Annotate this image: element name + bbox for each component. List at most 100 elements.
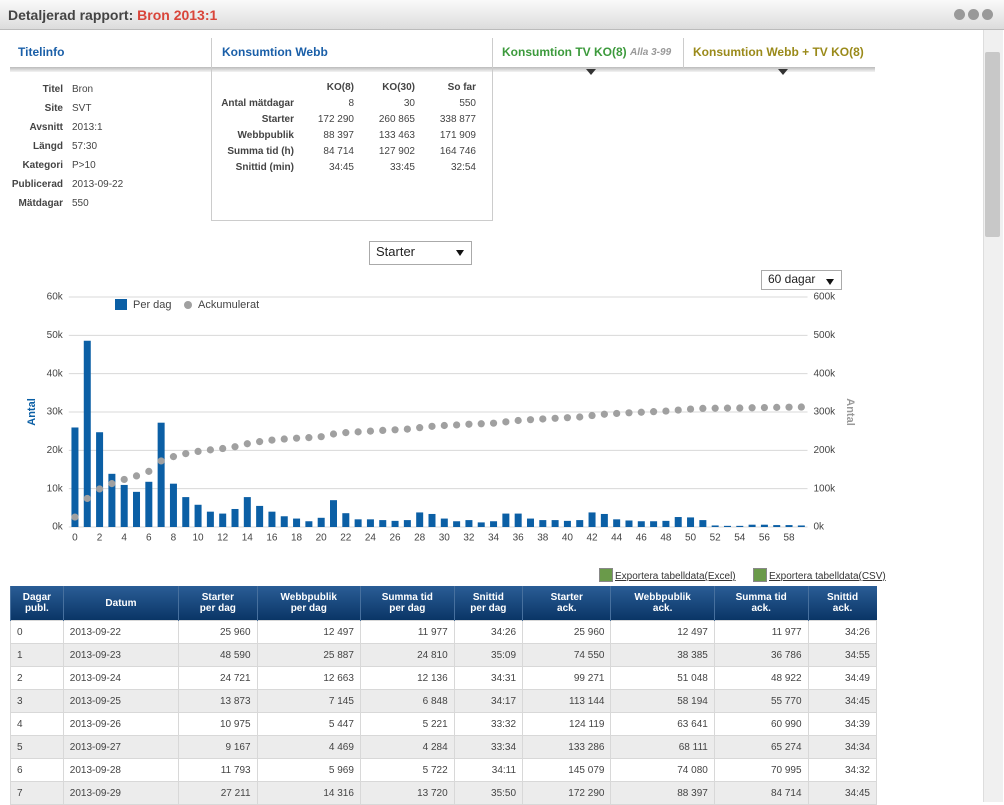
export-excel[interactable]: Exportera tabelldata(Excel) [599,568,736,582]
bar [379,520,387,527]
cell: 2013-09-26 [62,712,180,736]
y-tick-label: 30k [47,407,64,418]
cumulative-point [329,430,338,438]
cell: 58 194 [610,689,715,713]
cell: 260 865 [378,114,415,125]
export-csv[interactable]: Exportera tabelldata(CSV) [753,568,886,582]
bar [231,508,239,527]
bar [637,521,645,527]
cumulative-point [563,414,572,422]
x-tick-label: 40 [562,533,574,544]
divider [492,38,493,221]
cumulative-point [760,403,769,412]
header-line: Webbpublik [280,592,337,603]
subject: Bron 2013:1 [137,7,218,23]
cell: 68 111 [610,735,715,759]
x-tick-label: 44 [611,533,623,544]
header-line: Starter [550,592,583,603]
close[interactable] [982,9,993,20]
tab[interactable]: Konsumtion Webb + TV KO(8) [693,45,864,59]
y2-axis-label: Antal [844,398,856,426]
cell: 5 447 [256,712,361,736]
bar [662,520,670,527]
cell: 35:09 [453,643,524,667]
y2-tick-label: 400k [814,368,837,379]
minimize[interactable] [954,9,965,20]
title: Detaljerad rapport: [8,7,134,23]
y-tick-label: 0k [52,522,64,533]
col-header: KO(30) [382,82,415,93]
header-line: per dag [290,603,327,614]
cell: 27 211 [178,781,258,805]
cumulative-point [551,414,559,422]
divider [683,38,684,68]
cell: 5 [10,735,64,759]
y-tick-label: 60k [47,292,64,303]
y-axis-label: Antal [26,398,38,426]
cumulative-point [723,404,732,412]
tab[interactable]: Titelinfo [18,45,65,59]
cell: 124 119 [522,712,612,736]
maximize[interactable] [968,9,979,20]
x-tick-label: 18 [291,533,303,544]
cell: 34:32 [807,758,878,782]
cumulative-point [354,428,362,436]
cumulative-point [108,480,116,488]
y2-tick-label: 600k [814,292,837,303]
cell: 0 [10,620,64,644]
col-header: KO(8) [326,82,354,93]
x-tick-label: 24 [365,533,377,544]
cell: 172 290 [522,781,612,805]
bar [514,513,522,527]
x-tick-label: 52 [710,533,722,544]
row-label: Webbpublik [237,130,294,141]
metric-select[interactable]: Starter [369,241,472,265]
cell: 34:49 [807,666,878,690]
bar [600,513,608,527]
x-tick-label: 32 [463,533,475,544]
x-tick-label: 46 [636,533,648,544]
bar [539,520,547,527]
bar [317,517,325,527]
bar [526,518,534,527]
cumulative-point [268,436,276,444]
cell: 4 284 [359,735,455,759]
table-row: 4 2013-09-26 10 975 5 447 5 221 33:32 124 119 6… [10,712,878,736]
cumulative-point [182,450,190,458]
cell: 24 810 [359,643,455,667]
bar [293,518,301,527]
cumulative-point [576,413,584,421]
bar [699,520,707,527]
x-tick-label: 20 [316,533,328,544]
cell: 2013-09-23 [62,643,180,667]
info-value: 57:30 [72,141,98,152]
y2-tick-label: 0k [814,522,826,533]
title-bar: Detaljerad rapport: Bron 2013:1 [0,0,1004,30]
cell: 12 497 [610,620,715,644]
cell: 74 080 [610,758,715,782]
cell: 35:50 [453,781,524,805]
period-select[interactable]: 60 dagar [761,270,842,290]
cell: 2013-09-29 [62,781,180,805]
x-tick-label: 48 [660,533,672,544]
tab[interactable]: Konsumtion TV KO(8) [502,45,627,59]
header-line: publ. [24,603,49,614]
bar [490,521,498,527]
column-header: Dagar publ. [10,586,64,621]
scroll-thumb[interactable] [985,52,1000,237]
cell: 2013-09-28 [62,758,180,782]
legend-label: Ackumulerat [198,299,259,311]
tab[interactable]: Konsumtion Webb [222,45,328,59]
bar [354,519,362,527]
bar [256,505,264,527]
x-tick-label: 56 [759,533,771,544]
header-line: Summa tid [735,592,787,603]
cell: 133 286 [522,735,612,759]
cumulative-point [736,404,744,412]
cumulative-point [637,408,645,416]
cumulative-point [391,426,399,434]
bar [711,525,719,527]
legend-swatch [184,301,192,309]
cumulative-point [366,427,375,435]
bar [760,524,768,527]
